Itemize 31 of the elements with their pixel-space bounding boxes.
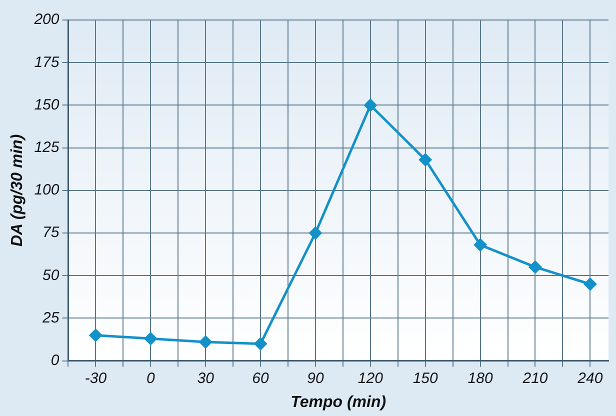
y-tick-label: 25 — [42, 309, 60, 326]
x-tick-label: 30 — [197, 370, 215, 387]
y-tick-label: 125 — [34, 138, 60, 156]
x-tick-label: -30 — [84, 370, 108, 387]
point — [528, 260, 542, 274]
y-tick-label: 100 — [34, 182, 60, 199]
y-tick-label: 150 — [34, 96, 60, 114]
point — [89, 328, 102, 342]
x-axis-title: Tempo (min) — [290, 394, 386, 411]
x-tick-label: 150 — [412, 370, 439, 387]
x-tick-label: 120 — [358, 370, 384, 387]
y-tick-label: 200 — [33, 11, 60, 28]
point — [144, 332, 157, 345]
x-tick-label: 0 — [146, 370, 156, 387]
point — [364, 98, 377, 112]
x-tick-label: 90 — [307, 370, 324, 387]
point — [419, 153, 432, 166]
y-tick-label: 75 — [42, 224, 60, 242]
point — [199, 336, 212, 348]
x-tick-label: 240 — [576, 370, 604, 387]
x-tick-label: 210 — [522, 370, 548, 387]
point — [474, 238, 487, 252]
y-axis-title: DA (pg/30 min) — [9, 134, 26, 247]
y-tick-label: 175 — [34, 54, 60, 71]
x-tick-label: 60 — [252, 370, 270, 387]
x-tick-label: 180 — [468, 370, 494, 387]
y-tick-label: 0 — [50, 352, 60, 369]
point — [254, 338, 267, 350]
point — [584, 278, 596, 290]
point — [309, 226, 322, 240]
y-tick-label: 50 — [42, 266, 60, 284]
